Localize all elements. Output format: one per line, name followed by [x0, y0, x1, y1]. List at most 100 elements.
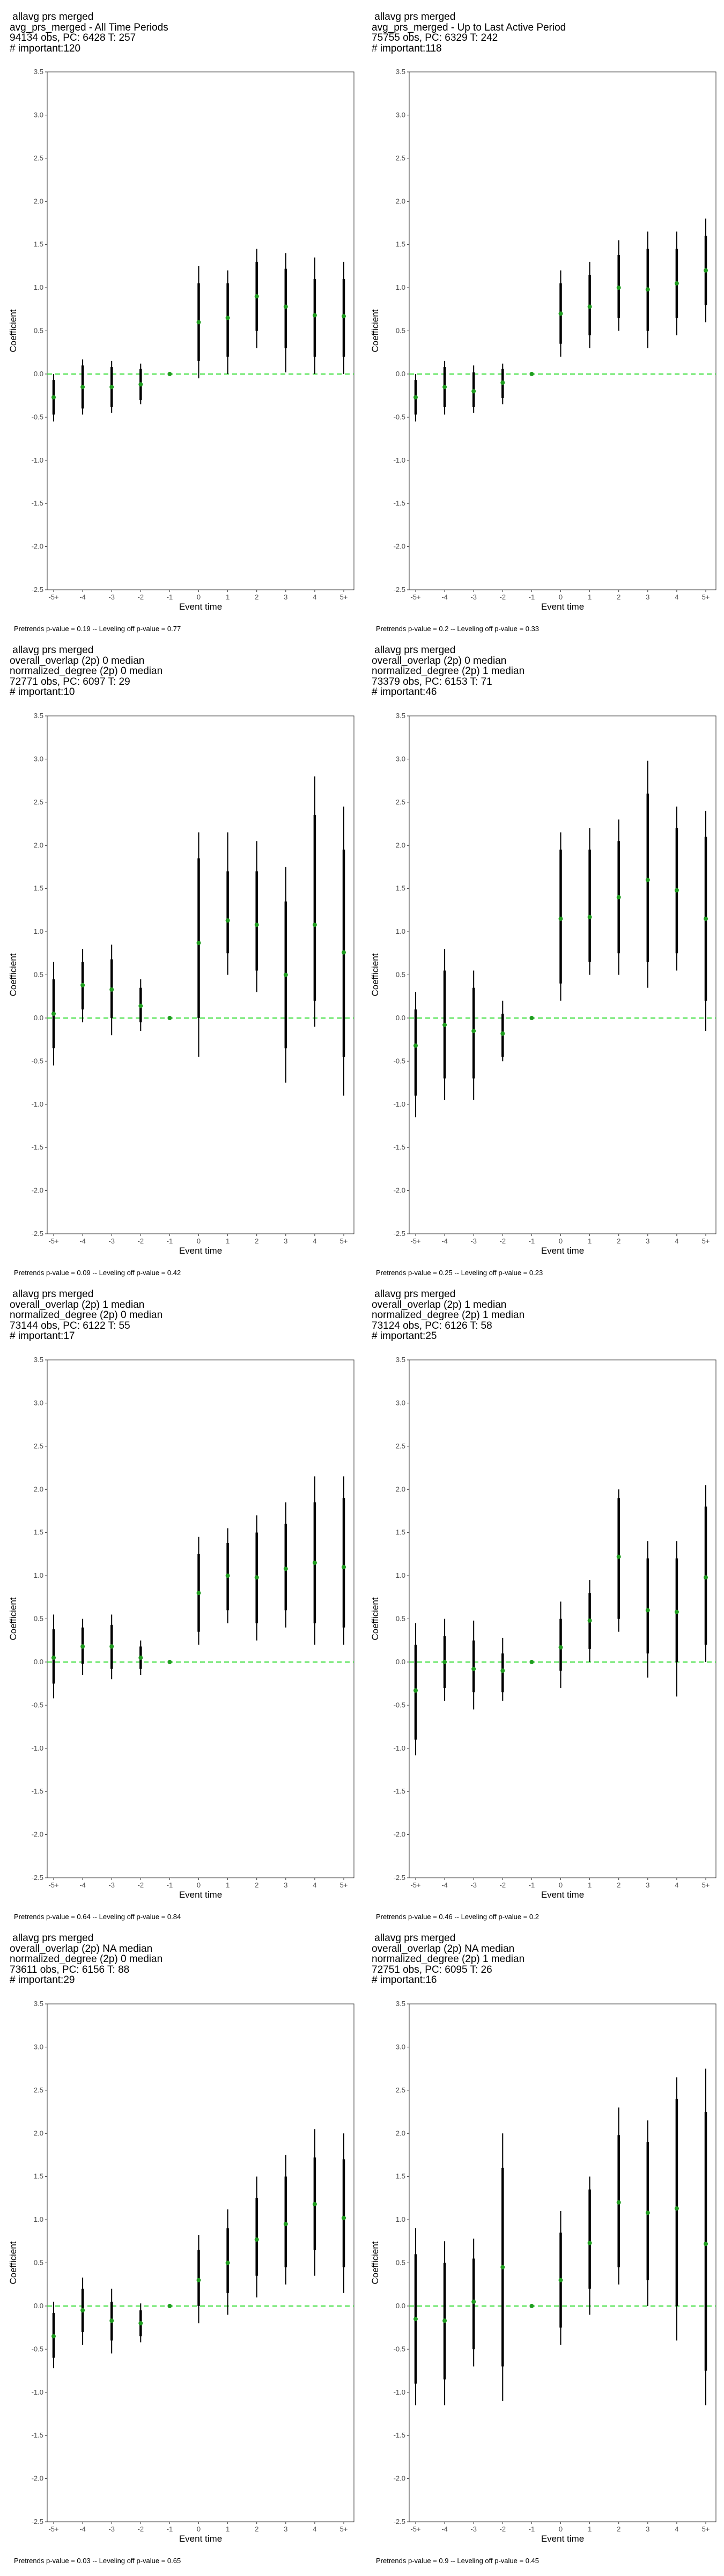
x-tick-label: -3	[108, 1237, 115, 1245]
point-estimate	[558, 916, 563, 921]
x-tick-label: 2	[255, 593, 258, 601]
chart-title-line: avg_prs_merged - All Time Periods	[10, 21, 168, 33]
point-estimate	[225, 316, 230, 320]
point-estimate	[109, 2318, 114, 2323]
x-tick-label: 2	[255, 1881, 258, 1889]
chart-title-line: 94134 obs, PC: 6428 T: 257	[10, 32, 136, 43]
chart-title-line: allavg prs merged	[372, 11, 456, 23]
x-tick-label: 3	[284, 2525, 287, 2533]
x-tick-label: -5+	[48, 1881, 58, 1889]
x-tick-label: 2	[617, 1881, 620, 1889]
chart-title: allavg prs merged overall_overlap (2p) 0 …	[372, 645, 524, 698]
chart-title-line: allavg prs merged	[372, 1289, 456, 1300]
p-value-note: Pretrends p-value = 0.03 -- Leveling off…	[14, 2557, 181, 2565]
chart-title: allavg prs merged overall_overlap (2p) NA…	[10, 1933, 162, 1986]
x-tick-label: 5+	[340, 2525, 348, 2533]
y-tick-label: 2.0	[396, 197, 405, 205]
y-tick-label: 2.5	[34, 2086, 43, 2094]
y-tick-label: -1.5	[32, 2431, 43, 2439]
point-estimate	[342, 1565, 346, 1569]
point-estimate	[196, 2278, 201, 2282]
x-tick-label: 0	[559, 2525, 563, 2533]
chart-title-line: allavg prs merged	[10, 1289, 94, 1300]
chart-title-line: normalized_degree (2p) 0 median	[10, 1309, 163, 1321]
y-tick-label: -2.0	[394, 1831, 405, 1839]
point-estimate	[442, 385, 447, 390]
x-tick-label: 2	[255, 2525, 258, 2533]
point-estimate	[587, 914, 592, 919]
point-estimate	[500, 1668, 505, 1673]
chart-title-line: overall_overlap (2p) NA median	[10, 1943, 153, 1955]
chart-plot: -2.5 -2.0 -1.5 -1.0 -0.5 0.0 0.5 1.0 1.5 2.0 2.5 3.…	[370, 68, 716, 612]
y-tick-label: 1.0	[396, 283, 405, 291]
point-estimate	[283, 304, 288, 309]
point-estimate	[645, 287, 650, 292]
chart-plot: -2.5 -2.0 -1.5 -1.0 -0.5 0.0 0.5 1.0 1.5 2.0 2.5 3.…	[8, 68, 354, 612]
point-estimate	[471, 1666, 476, 1671]
y-tick-label: -0.5	[32, 1701, 43, 1709]
x-tick-label: 4	[313, 593, 316, 601]
x-tick-label: 3	[284, 593, 287, 601]
y-axis-label: Coefficient	[8, 953, 18, 996]
chart-title: allavg prs merged overall_overlap (2p) 0 …	[10, 645, 162, 698]
plot-frame	[47, 71, 354, 590]
chart-title-line: overall_overlap (2p) 1 median	[10, 1299, 145, 1311]
point-estimate	[704, 1575, 708, 1580]
x-tick-label: -3	[108, 2525, 115, 2533]
y-tick-label: 3.5	[34, 2000, 43, 2008]
y-tick-label: -1.0	[394, 456, 405, 464]
point-estimate	[225, 1574, 230, 1578]
y-tick-label: -1.0	[394, 2388, 405, 2396]
point-estimate	[529, 1015, 534, 1020]
point-estimate	[196, 1591, 201, 1596]
point-estimate	[342, 2215, 346, 2220]
x-tick-label: -4	[441, 2525, 448, 2533]
y-axis-label: Coefficient	[370, 1597, 380, 1640]
point-estimate	[254, 2237, 259, 2242]
y-tick-label: -2.5	[394, 586, 405, 594]
x-tick-label: 3	[284, 1881, 287, 1889]
point-estimate	[167, 371, 172, 376]
point-estimate	[558, 311, 563, 316]
x-tick-label: 2	[255, 1237, 258, 1245]
chart-title-line: # important:17	[10, 1330, 75, 1342]
x-tick-label: 3	[284, 1237, 287, 1245]
chart-plot: -2.5 -2.0 -1.5 -1.0 -0.5 0.0 0.5 1.0 1.5 2.0 2.5 3.…	[8, 1356, 354, 1900]
p-value-note: Pretrends p-value = 0.46 -- Leveling off…	[376, 1913, 540, 1921]
x-tick-label: -3	[108, 1881, 115, 1889]
point-estimate	[616, 895, 621, 899]
chart-title-line: overall_overlap (2p) 0 median	[10, 655, 145, 667]
x-tick-label: 2	[617, 2525, 620, 2533]
x-tick-label: -5+	[410, 1237, 420, 1245]
x-axis-label: Event time	[541, 2534, 584, 2544]
y-tick-label: 0.5	[34, 2259, 43, 2267]
y-tick-label: -0.5	[394, 1057, 405, 1065]
point-estimate	[529, 371, 534, 376]
y-tick-label: 0.0	[34, 2302, 43, 2310]
x-tick-label: 3	[646, 2525, 649, 2533]
y-axis-label: Coefficient	[370, 309, 380, 352]
point-estimate	[312, 1560, 317, 1565]
x-axis-label: Event time	[541, 1246, 584, 1256]
y-tick-label: 3.0	[396, 111, 405, 119]
point-estimate	[283, 2222, 288, 2227]
y-tick-label: 3.5	[396, 712, 405, 720]
x-tick-label: 4	[313, 1237, 316, 1245]
y-tick-label: 3.5	[34, 712, 43, 720]
y-tick-label: 0.0	[396, 2302, 405, 2310]
y-tick-label: 1.0	[396, 1571, 405, 1579]
y-tick-label: 2.5	[396, 798, 405, 806]
x-tick-label: -2	[500, 2525, 506, 2533]
y-tick-label: 1.0	[34, 1571, 43, 1579]
chart-title-line: 73144 obs, PC: 6122 T: 55	[10, 1320, 130, 1331]
x-tick-label: -4	[79, 2525, 86, 2533]
x-tick-label: -4	[79, 1881, 86, 1889]
y-tick-label: 1.0	[34, 283, 43, 291]
point-estimate	[529, 1659, 534, 1664]
chart-title-line: overall_overlap (2p) 1 median	[372, 1299, 507, 1311]
chart-plot: -2.5 -2.0 -1.5 -1.0 -0.5 0.0 0.5 1.0 1.5 2.0 2.5 3.…	[370, 2000, 716, 2544]
y-tick-label: 0.5	[396, 327, 405, 335]
x-tick-label: 2	[617, 593, 620, 601]
y-axis-label: Coefficient	[370, 2241, 380, 2284]
chart-title: allavg prs merged overall_overlap (2p) 1 …	[372, 1289, 524, 1342]
